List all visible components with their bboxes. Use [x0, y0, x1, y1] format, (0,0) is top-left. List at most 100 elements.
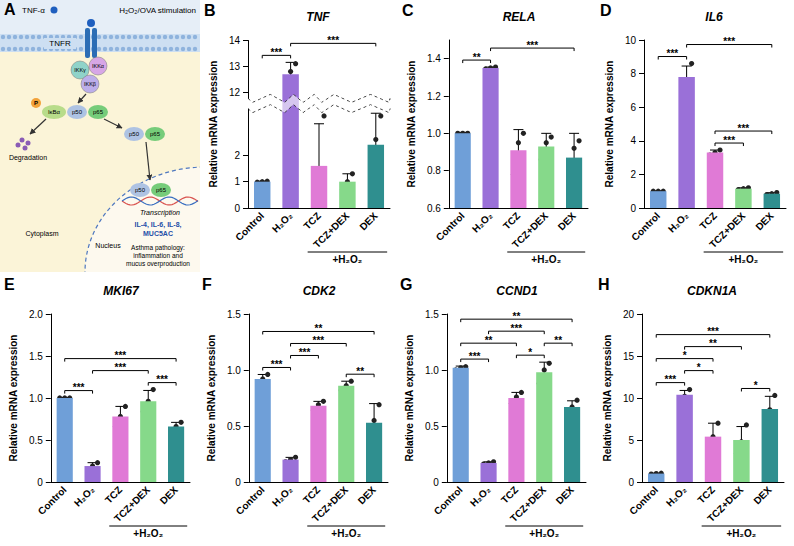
svg-text:**: ** — [315, 323, 323, 334]
svg-text:F: F — [202, 276, 212, 293]
svg-text:TCZ+DEX: TCZ+DEX — [705, 484, 745, 524]
svg-text:p50: p50 — [129, 131, 140, 137]
svg-text:1: 1 — [234, 176, 240, 187]
svg-text:***: *** — [115, 362, 127, 373]
svg-text:DEX: DEX — [158, 484, 181, 507]
svg-text:H₂O₂: H₂O₂ — [270, 210, 295, 235]
svg-text:Control: Control — [627, 484, 660, 517]
svg-text:CDKN1A: CDKN1A — [687, 284, 737, 298]
svg-text:p50: p50 — [72, 109, 83, 115]
svg-text:IKKα: IKKα — [92, 63, 105, 69]
svg-text:DEX: DEX — [753, 210, 776, 233]
svg-text:6: 6 — [630, 102, 636, 113]
svg-text:***: *** — [511, 323, 523, 334]
svg-text:DEX: DEX — [356, 484, 379, 507]
svg-text:1.5: 1.5 — [227, 309, 241, 320]
svg-text:TCZ: TCZ — [501, 210, 523, 232]
svg-text:H₂O₂: H₂O₂ — [664, 484, 689, 509]
svg-text:p50: p50 — [135, 187, 146, 193]
svg-text:15: 15 — [623, 351, 635, 362]
svg-text:***: *** — [73, 382, 85, 393]
svg-text:IL-4, IL-6, IL-8,: IL-4, IL-6, IL-8, — [134, 221, 181, 229]
svg-text:Transcription: Transcription — [140, 209, 180, 217]
svg-text:p65: p65 — [93, 109, 104, 115]
svg-text:2: 2 — [630, 169, 636, 180]
svg-text:CDK2: CDK2 — [303, 284, 336, 298]
svg-text:0.5: 0.5 — [29, 435, 43, 446]
svg-text:IκBα: IκBα — [48, 109, 61, 115]
svg-text:Relative mRNA expression: Relative mRNA expression — [602, 335, 613, 462]
svg-text:TCZ: TCZ — [301, 484, 323, 506]
svg-text:Control: Control — [434, 210, 467, 243]
svg-text:IL6: IL6 — [705, 10, 723, 24]
svg-text:H₂O₂: H₂O₂ — [468, 484, 493, 509]
svg-text:H₂O₂: H₂O₂ — [270, 484, 295, 509]
svg-text:***: *** — [665, 374, 677, 385]
svg-text:1.0: 1.0 — [227, 365, 241, 376]
svg-text:***: *** — [271, 359, 283, 370]
svg-text:H₂O₂/OVA stimulation: H₂O₂/OVA stimulation — [119, 6, 196, 15]
svg-text:***: *** — [327, 35, 339, 46]
svg-text:TNFR: TNFR — [49, 39, 71, 48]
svg-text:0: 0 — [37, 477, 43, 488]
svg-text:TCZ+DEX: TCZ+DEX — [508, 484, 548, 524]
svg-text:H₂O₂: H₂O₂ — [470, 210, 495, 235]
svg-text:IKKγ: IKKγ — [74, 67, 86, 73]
svg-text:C: C — [402, 2, 414, 19]
svg-text:inflammation and: inflammation and — [133, 252, 183, 259]
svg-text:1.0: 1.0 — [427, 128, 441, 139]
svg-text:Nucleus: Nucleus — [95, 242, 121, 249]
svg-text:MKI67: MKI67 — [103, 284, 140, 298]
svg-text:TCZ: TCZ — [697, 210, 719, 232]
svg-text:mucus overproduction: mucus overproduction — [126, 260, 190, 268]
svg-text:TCZ: TCZ — [103, 484, 125, 506]
svg-text:Control: Control — [233, 210, 266, 243]
svg-text:***: *** — [299, 347, 311, 358]
svg-text:RELA: RELA — [503, 10, 536, 24]
svg-text:10: 10 — [623, 393, 635, 404]
svg-text:Relative mRNA expression: Relative mRNA expression — [406, 61, 417, 188]
svg-text:***: *** — [707, 326, 719, 337]
svg-text:***: *** — [667, 48, 679, 59]
svg-text:H₂O₂: H₂O₂ — [72, 484, 97, 509]
svg-text:D: D — [600, 2, 612, 19]
svg-text:*: * — [754, 380, 758, 391]
svg-text:MUC5AC: MUC5AC — [143, 230, 173, 237]
svg-text:10: 10 — [625, 35, 637, 46]
svg-text:**: ** — [485, 335, 493, 346]
svg-text:Relative mRNA expression: Relative mRNA expression — [8, 335, 19, 462]
svg-text:+H₂O₂: +H₂O₂ — [331, 528, 361, 539]
svg-text:8: 8 — [630, 68, 636, 79]
svg-text:***: *** — [313, 335, 325, 346]
svg-text:***: *** — [526, 40, 538, 51]
svg-text:13: 13 — [229, 61, 241, 72]
svg-text:**: ** — [356, 366, 364, 377]
svg-text:**: ** — [473, 52, 481, 63]
svg-text:+H₂O₂: +H₂O₂ — [727, 528, 757, 539]
svg-text:TCZ+DEX: TCZ+DEX — [112, 484, 152, 524]
svg-text:20: 20 — [623, 309, 635, 320]
svg-text:*: * — [697, 362, 701, 373]
svg-text:DEX: DEX — [556, 210, 579, 233]
svg-text:Control: Control — [629, 210, 662, 243]
svg-text:H₂O₂: H₂O₂ — [666, 210, 691, 235]
svg-text:5: 5 — [628, 435, 634, 446]
svg-text:2.0: 2.0 — [29, 309, 43, 320]
svg-text:1.2: 1.2 — [427, 91, 441, 102]
svg-text:+H₂O₂: +H₂O₂ — [729, 254, 759, 265]
svg-text:+H₂O₂: +H₂O₂ — [333, 254, 363, 265]
svg-text:0.6: 0.6 — [427, 203, 441, 214]
svg-text:4: 4 — [630, 135, 636, 146]
svg-text:0.8: 0.8 — [427, 165, 441, 176]
svg-text:**: ** — [709, 338, 717, 349]
svg-text:1.4: 1.4 — [427, 53, 441, 64]
svg-text:IKKβ: IKKβ — [84, 81, 96, 87]
svg-text:B: B — [204, 2, 216, 19]
svg-text:G: G — [400, 276, 412, 293]
svg-text:**: ** — [513, 311, 521, 322]
svg-text:2: 2 — [234, 150, 240, 161]
svg-text:1.0: 1.0 — [29, 393, 43, 404]
svg-text:Relative mRNA expression: Relative mRNA expression — [404, 335, 415, 462]
svg-text:Relative mRNA expression: Relative mRNA expression — [208, 61, 219, 188]
svg-text:1.0: 1.0 — [425, 365, 439, 376]
